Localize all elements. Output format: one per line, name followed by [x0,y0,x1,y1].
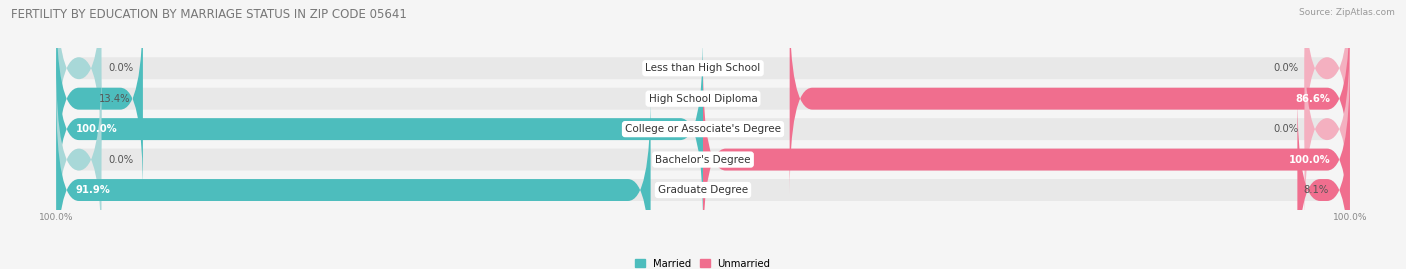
Text: 86.6%: 86.6% [1295,94,1330,104]
FancyBboxPatch shape [56,0,101,164]
Text: 8.1%: 8.1% [1303,185,1329,195]
FancyBboxPatch shape [56,0,1350,164]
Text: 91.9%: 91.9% [76,185,111,195]
FancyBboxPatch shape [56,34,1350,225]
FancyBboxPatch shape [56,64,1350,255]
FancyBboxPatch shape [790,3,1350,194]
FancyBboxPatch shape [56,34,703,225]
Text: Graduate Degree: Graduate Degree [658,185,748,195]
Text: Less than High School: Less than High School [645,63,761,73]
Text: 0.0%: 0.0% [1272,63,1298,73]
FancyBboxPatch shape [56,94,1350,269]
FancyBboxPatch shape [56,3,143,194]
Text: 13.4%: 13.4% [98,94,129,104]
Text: High School Diploma: High School Diploma [648,94,758,104]
Text: Source: ZipAtlas.com: Source: ZipAtlas.com [1299,8,1395,17]
Text: 100.0%: 100.0% [76,124,117,134]
Text: 100.0%: 100.0% [1289,155,1330,165]
Text: Bachelor's Degree: Bachelor's Degree [655,155,751,165]
FancyBboxPatch shape [1305,34,1350,225]
FancyBboxPatch shape [56,64,101,255]
Text: 0.0%: 0.0% [108,155,134,165]
Text: 0.0%: 0.0% [1272,124,1298,134]
FancyBboxPatch shape [56,94,651,269]
Text: College or Associate's Degree: College or Associate's Degree [626,124,780,134]
FancyBboxPatch shape [1305,0,1350,164]
Text: FERTILITY BY EDUCATION BY MARRIAGE STATUS IN ZIP CODE 05641: FERTILITY BY EDUCATION BY MARRIAGE STATU… [11,8,408,21]
Legend: Married, Unmarried: Married, Unmarried [631,254,775,269]
Text: 0.0%: 0.0% [108,63,134,73]
FancyBboxPatch shape [56,3,1350,194]
FancyBboxPatch shape [703,64,1350,255]
FancyBboxPatch shape [1298,94,1350,269]
